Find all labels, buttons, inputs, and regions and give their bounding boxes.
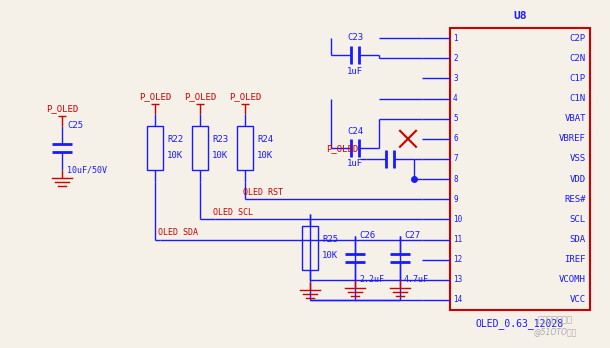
Text: C1P: C1P: [570, 74, 586, 83]
Text: VCOMH: VCOMH: [559, 275, 586, 284]
Text: P_OLED: P_OLED: [229, 93, 261, 102]
Text: 6: 6: [453, 134, 458, 143]
Text: R22: R22: [167, 135, 183, 144]
Text: 10K: 10K: [257, 151, 273, 160]
Bar: [192, 126, 208, 170]
Text: VCC: VCC: [570, 295, 586, 304]
Text: 10K: 10K: [212, 151, 228, 160]
Text: SCL: SCL: [570, 215, 586, 224]
Text: VSS: VSS: [570, 155, 586, 164]
Text: 9: 9: [453, 195, 458, 204]
Text: 1uF: 1uF: [347, 66, 363, 76]
Text: 10: 10: [453, 215, 462, 224]
Text: 2.2uF: 2.2uF: [359, 276, 384, 285]
Text: 7: 7: [453, 155, 458, 164]
Text: OLED_0.63_12028: OLED_0.63_12028: [476, 318, 564, 330]
Text: IREF: IREF: [564, 255, 586, 264]
Text: C26: C26: [359, 231, 375, 240]
Text: RES#: RES#: [564, 195, 586, 204]
Text: @51OTO博客: @51OTO博客: [533, 327, 576, 337]
Text: 10uF/50V: 10uF/50V: [67, 166, 107, 174]
Text: C25: C25: [67, 121, 83, 130]
Text: R23: R23: [212, 135, 228, 144]
Bar: [450, 28, 590, 310]
Text: C23: C23: [347, 33, 363, 42]
Text: 10K: 10K: [322, 252, 338, 261]
Text: 12: 12: [453, 255, 462, 264]
Text: OLED RST: OLED RST: [243, 188, 283, 197]
Text: 4: 4: [453, 94, 458, 103]
Text: 1: 1: [453, 33, 458, 42]
Text: P_OLED: P_OLED: [326, 144, 358, 153]
Text: P_OLED: P_OLED: [184, 93, 216, 102]
Text: 4.7uF: 4.7uF: [404, 276, 429, 285]
Text: OLED SCL: OLED SCL: [213, 208, 253, 217]
Text: 14: 14: [453, 295, 462, 304]
Text: 11: 11: [453, 235, 462, 244]
Text: C24: C24: [347, 127, 363, 135]
Text: 13: 13: [453, 275, 462, 284]
Text: VBREF: VBREF: [559, 134, 586, 143]
Text: R25: R25: [322, 236, 338, 245]
Text: 5: 5: [453, 114, 458, 123]
Text: U8: U8: [513, 11, 527, 21]
Text: C2N: C2N: [570, 54, 586, 63]
Text: R24: R24: [257, 135, 273, 144]
Text: 嘉友创信息科技: 嘉友创信息科技: [537, 316, 573, 324]
Text: VBAT: VBAT: [564, 114, 586, 123]
Bar: [237, 126, 253, 170]
Text: OLED SDA: OLED SDA: [158, 228, 198, 237]
Text: C2P: C2P: [570, 33, 586, 42]
Text: SDA: SDA: [570, 235, 586, 244]
Text: 8: 8: [453, 175, 458, 184]
Bar: [302, 226, 318, 270]
Bar: [147, 126, 163, 170]
Text: 2: 2: [453, 54, 458, 63]
Text: VDD: VDD: [570, 175, 586, 184]
Text: 1uF: 1uF: [347, 159, 363, 168]
Text: P_OLED: P_OLED: [46, 104, 78, 113]
Text: 10K: 10K: [167, 151, 183, 160]
Text: C27: C27: [404, 231, 420, 240]
Text: P_OLED: P_OLED: [139, 93, 171, 102]
Text: 3: 3: [453, 74, 458, 83]
Text: C1N: C1N: [570, 94, 586, 103]
